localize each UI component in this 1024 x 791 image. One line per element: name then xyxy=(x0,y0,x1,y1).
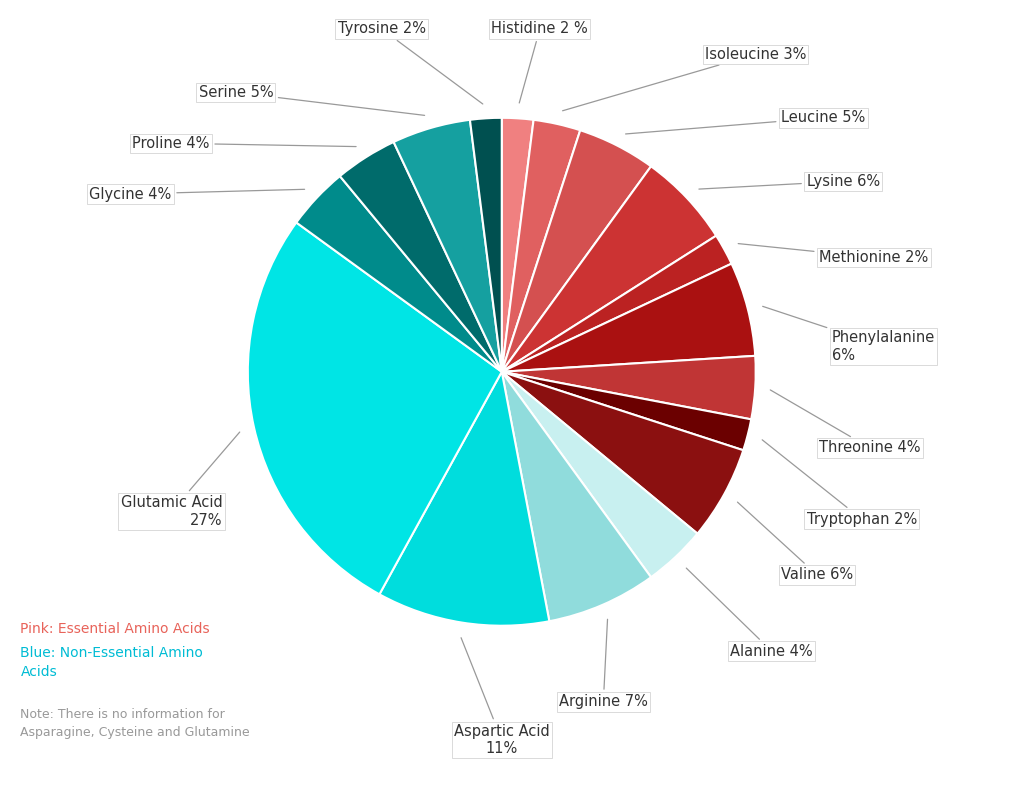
Text: Leucine 5%: Leucine 5% xyxy=(626,110,865,134)
Text: Pink: Essential Amino Acids: Pink: Essential Amino Acids xyxy=(20,622,210,636)
Text: Tryptophan 2%: Tryptophan 2% xyxy=(762,440,916,527)
Wedge shape xyxy=(502,236,731,372)
Text: Glutamic Acid
27%: Glutamic Acid 27% xyxy=(121,432,240,528)
Text: Blue: Non-Essential Amino
Acids: Blue: Non-Essential Amino Acids xyxy=(20,645,204,679)
Wedge shape xyxy=(502,372,752,450)
Text: Aspartic Acid
11%: Aspartic Acid 11% xyxy=(454,638,550,756)
Text: Valine 6%: Valine 6% xyxy=(737,502,853,582)
Text: Isoleucine 3%: Isoleucine 3% xyxy=(562,47,806,111)
Wedge shape xyxy=(502,131,651,372)
Wedge shape xyxy=(502,118,534,372)
Text: Glycine 4%: Glycine 4% xyxy=(89,187,304,202)
Text: Histidine 2 %: Histidine 2 % xyxy=(492,21,588,103)
Text: Note: There is no information for
Asparagine, Cysteine and Glutamine: Note: There is no information for Aspara… xyxy=(20,708,250,739)
Wedge shape xyxy=(470,118,502,372)
Wedge shape xyxy=(502,372,697,577)
Text: Proline 4%: Proline 4% xyxy=(132,136,356,151)
Wedge shape xyxy=(393,119,502,372)
Text: Methionine 2%: Methionine 2% xyxy=(738,244,929,265)
Wedge shape xyxy=(502,263,756,372)
Wedge shape xyxy=(340,142,502,372)
Wedge shape xyxy=(502,372,651,621)
Wedge shape xyxy=(380,372,549,626)
Text: Tyrosine 2%: Tyrosine 2% xyxy=(338,21,482,104)
Text: Lysine 6%: Lysine 6% xyxy=(699,174,880,189)
Text: Threonine 4%: Threonine 4% xyxy=(770,390,921,456)
Wedge shape xyxy=(248,222,502,594)
Text: Arginine 7%: Arginine 7% xyxy=(559,619,648,710)
Text: Phenylalanine
6%: Phenylalanine 6% xyxy=(763,306,935,362)
Wedge shape xyxy=(502,356,756,419)
Wedge shape xyxy=(502,372,743,534)
Text: Serine 5%: Serine 5% xyxy=(199,85,425,115)
Wedge shape xyxy=(502,119,581,372)
Wedge shape xyxy=(502,166,716,372)
Text: Alanine 4%: Alanine 4% xyxy=(686,568,813,659)
Wedge shape xyxy=(296,176,502,372)
